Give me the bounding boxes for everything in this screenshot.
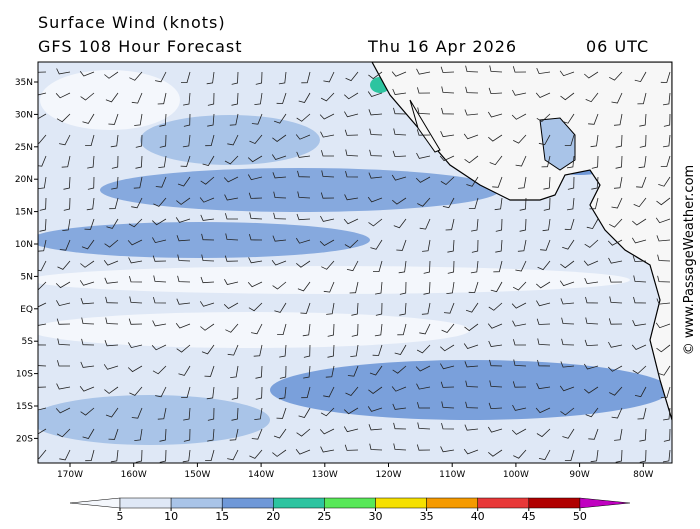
- lon-label: 100W: [503, 470, 529, 480]
- colorbar-label: 10: [164, 510, 178, 523]
- lat-label: 10N: [15, 240, 33, 250]
- lat-label: 20N: [15, 175, 33, 185]
- wind-barbs: [38, 65, 671, 463]
- lat-label: 30N: [15, 110, 33, 120]
- lat-label: 15S: [16, 402, 33, 412]
- lat-label: 5S: [22, 337, 34, 347]
- colorbar-segment: [119, 497, 172, 509]
- title: Surface Wind (knots): [38, 13, 226, 32]
- colorbar-segment: [273, 497, 325, 509]
- time: 06 UTC: [586, 37, 649, 56]
- lon-label: 110W: [439, 470, 465, 480]
- colorbar-label: 5: [117, 510, 124, 523]
- colorbar-label: 25: [317, 510, 331, 523]
- mainland: [371, 62, 672, 421]
- date: Thu 16 Apr 2026: [367, 37, 517, 56]
- lat-label: 10S: [16, 370, 33, 380]
- baja: [409, 99, 441, 153]
- model: GFS 108 Hour Forecast: [38, 37, 243, 56]
- colorbar-label: 45: [522, 510, 536, 523]
- colorbar-segment: [170, 497, 223, 509]
- colorbar-label: 15: [215, 510, 229, 523]
- colorbar-label: 35: [420, 510, 434, 523]
- lon-label: 130W: [312, 470, 338, 480]
- colorbar-segment: [324, 497, 376, 509]
- lon-label: 160W: [121, 470, 147, 480]
- colorbar-segment: [426, 497, 478, 509]
- colorbar-segment: [528, 497, 581, 509]
- gulf-of-mexico: [539, 117, 576, 171]
- watermark: © www.PassageWeather.com: [682, 165, 697, 355]
- colorbar-segment: [477, 497, 530, 509]
- colorbar-label: 50: [573, 510, 587, 523]
- map-area: [38, 62, 672, 463]
- lon-label: 80W: [633, 470, 653, 480]
- lat-label: 35N: [15, 78, 33, 88]
- barb-lines: [38, 65, 671, 463]
- lon-label: 120W: [375, 470, 401, 480]
- lat-label: 5N: [21, 272, 33, 282]
- colorbar-label: 20: [266, 510, 280, 523]
- colorbar-high: [579, 497, 630, 509]
- lat-label: 15N: [15, 208, 33, 218]
- lat-label: EQ: [20, 305, 33, 315]
- lat-label: 20S: [16, 434, 33, 444]
- colorbar-label: 30: [369, 510, 383, 523]
- lon-label: 170W: [57, 470, 83, 480]
- colorbar-label: 40: [471, 510, 485, 523]
- lat-label: 25N: [15, 143, 33, 153]
- colorbar-low: [69, 497, 121, 509]
- lon-label: 90W: [569, 470, 589, 480]
- lon-label: 140W: [248, 470, 274, 480]
- colorbar-segment: [375, 497, 427, 509]
- colorbar-segment: [221, 497, 274, 509]
- map-frame: [37, 61, 673, 464]
- lon-label: 150W: [184, 470, 210, 480]
